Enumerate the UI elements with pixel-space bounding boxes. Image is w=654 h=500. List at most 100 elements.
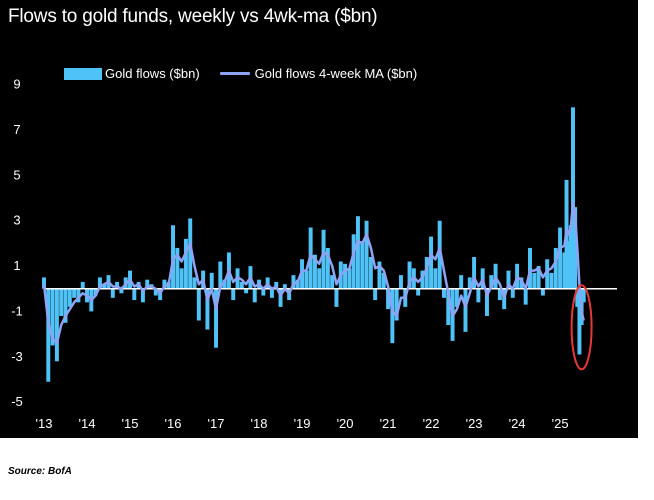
chart-legend: Gold flows ($bn) Gold flows 4-week MA ($… [64,66,437,81]
flow-bar [416,288,421,296]
flow-bar [424,257,429,289]
flow-bar [317,268,322,289]
flow-bar [334,288,339,307]
y-tick-label: -5 [11,394,23,409]
flow-bar [373,288,378,301]
flow-bar [110,288,115,298]
flow-bar [467,277,472,289]
flow-bar [183,238,188,289]
flow-bar [429,236,434,289]
flow-bar [59,288,64,316]
flow-bar [390,288,395,344]
flow-bar [63,288,68,323]
x-tick-label: '20 [337,416,354,431]
x-tick-label: '18 [251,416,268,431]
y-tick-label: 1 [13,258,20,273]
flow-bar [553,247,558,289]
flow-bar [562,252,567,289]
flow-bar [368,257,373,289]
legend-item-gold-flows: Gold flows ($bn) [64,66,200,81]
chart-panel: Flows to gold funds, weekly vs 4wk-ma ($… [0,0,638,438]
flow-bar [218,261,223,289]
flow-bar [377,261,382,289]
x-tick-label: '21 [380,416,397,431]
source-note: Source: BofA [8,466,72,477]
y-tick-label: -3 [11,349,23,364]
flow-bar [351,234,356,289]
flow-bar [489,275,494,289]
x-tick-label: '16 [165,416,182,431]
flow-bar [252,288,257,303]
y-tick-label: 9 [13,77,20,92]
flow-bar [441,288,446,298]
flow-bar [446,288,451,326]
flow-bar [523,288,528,305]
flow-bar [577,288,582,355]
flow-bar [558,227,563,289]
flow-bar [540,288,545,296]
flow-bar [93,288,98,296]
flow-bar [50,288,55,346]
ma-line [42,201,585,345]
flow-bar [188,218,193,289]
y-tick-label: -1 [11,303,23,318]
flow-bar [575,288,580,307]
y-tick-label: 7 [13,122,20,137]
highlight-ellipse [570,284,593,371]
legend-label-gold-flows: Gold flows ($bn) [105,66,200,81]
x-tick-label: '17 [208,416,225,431]
flow-bar [171,225,176,289]
flow-bar [407,261,412,289]
flow-bar [175,247,180,289]
flow-bar [282,284,287,289]
flow-bar [394,288,399,321]
y-tick-label: 3 [13,213,20,228]
x-tick-label: '19 [294,416,311,431]
flow-bar [386,288,391,310]
flow-bar [119,288,124,294]
flow-bar [231,288,236,301]
flow-bar [54,288,59,362]
flow-bar [244,288,249,294]
flow-bar [545,259,550,289]
flow-bar [321,229,326,289]
flow-bar [209,272,214,289]
flow-bar [196,288,201,321]
flow-bar [381,272,386,289]
flow-bar [484,288,489,316]
flow-bar [549,272,554,289]
flow-bar [463,288,468,332]
flow-bar [300,259,305,289]
flow-bar [222,279,227,289]
flow-bar [291,275,296,289]
flow-bar [433,268,438,289]
flow-bar [360,241,365,289]
flow-bar [510,288,515,298]
flow-bar [330,275,335,289]
flow-bar [80,281,85,289]
flow-bar [179,268,184,289]
flow-bar [506,270,511,289]
flow-bar [214,288,219,348]
flow-bar [145,279,150,289]
chart-title: Flows to gold funds, weekly vs 4wk-ma ($… [8,6,378,27]
y-tick-label: 5 [13,167,20,182]
flow-bar [140,288,145,303]
flow-bar [295,279,300,289]
legend-label-ma: Gold flows 4-week MA ($bn) [254,66,418,81]
flow-bar [347,268,352,289]
flow-bar [566,241,571,289]
flow-bar [364,220,369,289]
flow-bar [261,288,266,296]
flow-bar [519,277,524,289]
flow-bar [46,288,51,382]
flow-bar [528,247,532,289]
flow-bar [205,288,210,330]
flow-bar [76,288,81,303]
flow-bar [573,207,578,289]
legend-swatch-line [219,72,250,75]
flow-bar [304,270,309,289]
flow-bar [343,263,348,289]
flow-bar [476,288,481,303]
x-tick-label: '24 [509,416,526,431]
